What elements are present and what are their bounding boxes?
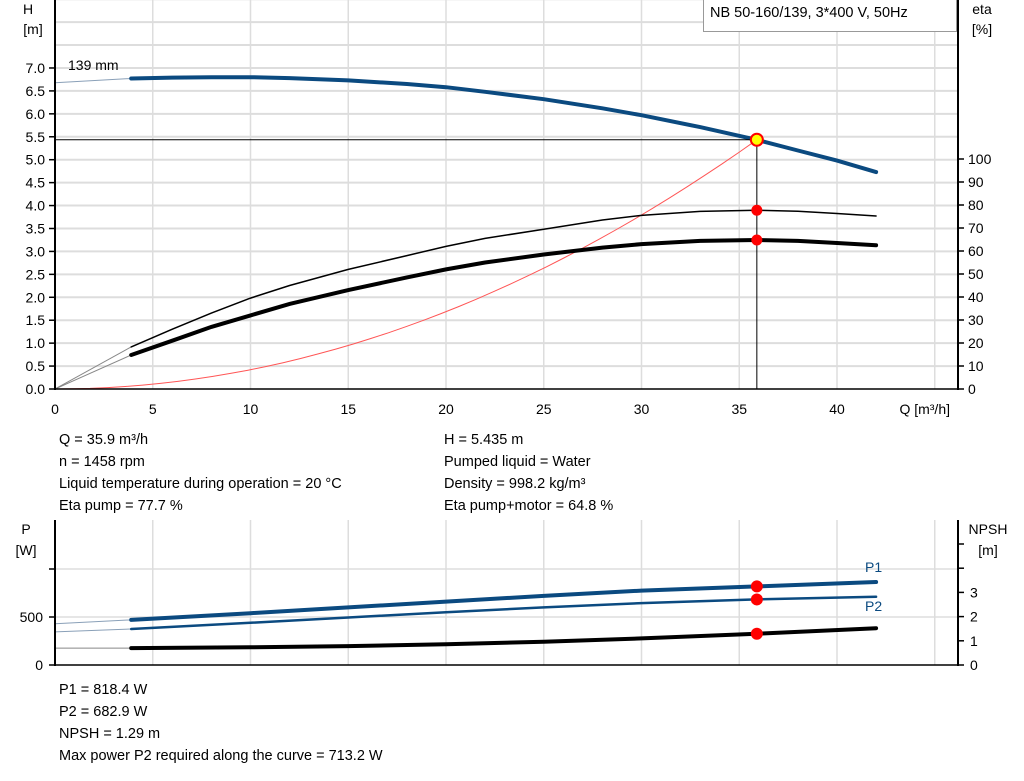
npsh-curve xyxy=(129,626,879,651)
q-tick-label: 10 xyxy=(243,401,259,417)
q-tick-label: 25 xyxy=(536,401,552,417)
h-tick-label: 6.5 xyxy=(26,83,46,99)
eta-tick-label: 60 xyxy=(968,243,984,259)
h-tick-label: 5.5 xyxy=(26,129,46,145)
eta-tick-label: 20 xyxy=(968,335,984,351)
h-tick-label: 3.0 xyxy=(26,243,46,259)
q-axis-label: Q [m³/h] xyxy=(899,401,950,417)
npsh-tick-label: 1 xyxy=(970,633,978,649)
eta-tick-label: 70 xyxy=(968,220,984,236)
h-tick-label: 3.5 xyxy=(26,220,46,236)
result-speed: n = 1458 rpm xyxy=(59,454,145,470)
p2-series-label: P2 xyxy=(865,598,882,614)
h-axis-label: H xyxy=(23,1,33,17)
eta-tick-label: 30 xyxy=(968,312,984,328)
h-tick-label: 1.0 xyxy=(26,335,46,351)
npsh-tick-label: 3 xyxy=(970,584,978,600)
eta-tick-label: 0 xyxy=(968,381,976,397)
eta-tick-label: 80 xyxy=(968,197,984,213)
h-tick-label: 2.0 xyxy=(26,289,46,305)
npsh-axis-label: NPSH xyxy=(969,521,1008,537)
npsh-tick-label: 2 xyxy=(970,609,978,625)
q-tick-label: 40 xyxy=(829,401,845,417)
h-tick-label: 0.5 xyxy=(26,358,46,374)
h-tick-label: 2.5 xyxy=(26,266,46,282)
result-max-p2: Max power P2 required along the curve = … xyxy=(59,748,383,764)
h-tick-label: 4.5 xyxy=(26,175,46,191)
system-curve xyxy=(54,139,758,390)
eta-pump-duty-point xyxy=(751,204,763,216)
p2-curve-extension xyxy=(54,628,132,633)
p1-curve xyxy=(129,580,879,622)
result-temperature: Liquid temperature during operation = 20… xyxy=(59,476,342,492)
h-tick-label: 6.0 xyxy=(26,106,46,122)
results-bottom: P1 = 818.4 W P2 = 682.9 W NPSH = 1.29 m … xyxy=(59,679,383,767)
results-right: H = 5.435 m Pumped liquid = Water Densit… xyxy=(444,429,613,517)
eta-tick-label: 100 xyxy=(968,151,992,167)
q-tick-label: 15 xyxy=(340,401,356,417)
eta-pump-motor-curve-extension xyxy=(54,354,132,390)
h-tick-label: 4.0 xyxy=(26,198,46,214)
axes: 0.0 0.5 1.0 1.5 2.0 2.5 3.0 3.5 4.0 4.5 5.0 5.5 6.0 6… xyxy=(20,0,992,673)
duty-point xyxy=(749,132,764,147)
curves xyxy=(54,75,879,651)
npsh-tick-label: 0 xyxy=(970,657,978,673)
q-tick-label: 0 xyxy=(51,401,59,417)
eta-axis-unit: [%] xyxy=(972,21,992,37)
eta-axis-label: eta xyxy=(972,1,992,17)
eta-tick-label: 90 xyxy=(968,174,984,190)
npsh-axis-unit: [m] xyxy=(978,542,997,558)
q-tick-label: 35 xyxy=(731,401,747,417)
eta-tick-label: 10 xyxy=(968,358,984,374)
result-density: Density = 998.2 kg/m³ xyxy=(444,476,586,492)
p2-duty-point xyxy=(750,593,763,606)
top-grid xyxy=(55,0,958,389)
result-eta-pump: Eta pump = 77.7 % xyxy=(59,498,183,514)
h-axis-unit: [m] xyxy=(23,21,42,37)
eta-pump-motor-duty-point xyxy=(751,234,763,246)
p1-curve-extension xyxy=(54,619,132,625)
curve-label: 139 mm xyxy=(68,57,119,73)
p-tick-label: 0 xyxy=(35,657,43,673)
p2-curve xyxy=(129,595,878,631)
h-tick-label: 1.5 xyxy=(26,312,46,328)
result-p2: P2 = 682.9 W xyxy=(59,704,148,720)
h-tick-label: 0.0 xyxy=(26,381,46,397)
h-tick-label: 5.0 xyxy=(26,152,46,168)
q-tick-label: 5 xyxy=(149,401,157,417)
head-curve xyxy=(129,75,879,175)
head-curve-extension xyxy=(54,78,132,84)
result-flow: Q = 35.9 m³/h xyxy=(59,432,149,448)
q-tick-label: 30 xyxy=(634,401,650,417)
result-p1: P1 = 818.4 W xyxy=(59,682,148,698)
h-tick-label: 7.0 xyxy=(26,60,46,76)
p-axis-label: P xyxy=(21,521,30,537)
result-head: H = 5.435 m xyxy=(444,432,524,448)
result-eta-pump-motor: Eta pump+motor = 64.8 % xyxy=(444,498,614,514)
result-liquid: Pumped liquid = Water xyxy=(444,454,591,470)
pump-title-box: NB 50-160/139, 3*400 V, 50Hz xyxy=(703,0,957,32)
eta-pump-curve xyxy=(130,209,877,348)
eta-tick-label: 40 xyxy=(968,289,984,305)
p1-duty-point xyxy=(750,580,763,593)
p-tick-label: 500 xyxy=(20,609,44,625)
q-tick-label: 20 xyxy=(438,401,454,417)
p1-series-label: P1 xyxy=(865,559,882,575)
results-left: Q = 35.9 m³/h n = 1458 rpm Liquid temper… xyxy=(59,429,342,517)
npsh-duty-point xyxy=(750,627,763,640)
eta-pump-motor-curve xyxy=(129,237,879,357)
p-axis-unit: [W] xyxy=(16,542,37,558)
result-npsh: NPSH = 1.29 m xyxy=(59,726,161,742)
eta-pump-curve-extension xyxy=(54,346,132,390)
eta-tick-label: 50 xyxy=(968,266,984,282)
